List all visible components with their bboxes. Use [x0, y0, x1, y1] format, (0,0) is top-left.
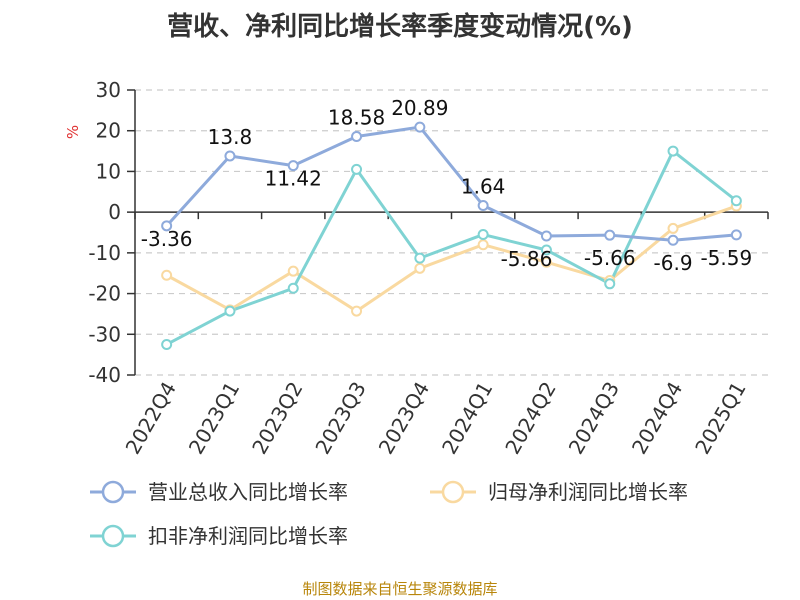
data-label: -5.66 — [584, 246, 636, 270]
data-point — [414, 252, 426, 264]
series-line — [165, 149, 738, 346]
data-label: 18.58 — [328, 105, 385, 129]
data-point — [351, 305, 363, 317]
legend-marker — [441, 480, 465, 504]
series-line — [165, 204, 737, 313]
y-tick-label: 10 — [96, 159, 121, 183]
data-point — [667, 222, 679, 234]
legend-item: 扣非净利润同比增长率 — [90, 524, 348, 548]
y-tick-label: -10 — [88, 241, 121, 265]
data-point — [604, 278, 616, 290]
data-point — [540, 256, 552, 268]
chart-title: 营收、净利同比增长率季度变动情况(%) — [167, 12, 633, 42]
legend-marker — [101, 480, 125, 504]
data-label: 20.89 — [391, 96, 448, 120]
series-lines — [161, 121, 742, 350]
x-tick-label: 2024Q2 — [500, 378, 560, 459]
legend-marker — [101, 524, 125, 548]
legend-label: 扣非净利润同比增长率 — [148, 524, 348, 548]
data-point — [287, 265, 299, 277]
data-point — [540, 244, 552, 256]
data-point — [667, 145, 679, 157]
data-point — [161, 269, 173, 281]
data-point — [540, 230, 552, 242]
data-point — [477, 239, 489, 251]
data-point — [224, 305, 236, 317]
legend-item: 营业总收入同比增长率 — [90, 480, 348, 504]
data-point — [287, 282, 299, 294]
y-tick-label: -30 — [88, 322, 121, 346]
y-tick-label: -40 — [88, 363, 121, 387]
data-point — [351, 163, 363, 175]
x-tick-label: 2023Q1 — [184, 378, 244, 459]
data-label: -3.36 — [141, 227, 193, 251]
data-label: 13.8 — [208, 125, 253, 149]
data-point — [161, 338, 173, 350]
data-labels: -3.36 13.8 11.42 18.58 20.89 1.64 -5.86 -5.66 -6… — [141, 96, 752, 275]
y-axis-label: % — [64, 125, 82, 139]
x-tick-label: 2023Q3 — [310, 378, 370, 459]
x-tick-label: 2025Q1 — [690, 378, 750, 459]
data-point — [287, 160, 299, 172]
x-tick-label: 2024Q3 — [564, 378, 624, 459]
x-tick-label: 2023Q2 — [247, 378, 307, 459]
data-point — [477, 229, 489, 241]
data-label: -5.86 — [501, 247, 553, 271]
data-label: -6.9 — [654, 251, 693, 275]
data-point — [414, 262, 426, 274]
data-point — [414, 121, 426, 133]
legend-item: 归母净利润同比增长率 — [430, 480, 688, 504]
legend-label: 归母净利润同比增长率 — [488, 480, 688, 504]
y-tick-label: 30 — [96, 78, 121, 102]
series-line — [165, 125, 737, 242]
data-point — [730, 195, 742, 207]
data-point — [730, 229, 742, 241]
legend-label: 营业总收入同比增长率 — [148, 480, 348, 504]
data-point — [161, 220, 173, 232]
data-point — [351, 130, 363, 142]
x-tick-label: 2024Q1 — [437, 378, 497, 459]
data-point — [667, 234, 679, 246]
y-tick-label: 20 — [96, 119, 121, 143]
data-label: -5.59 — [700, 246, 752, 270]
y-tick-label: -20 — [88, 282, 121, 306]
x-tick-label: 2024Q4 — [627, 378, 687, 459]
data-label: 11.42 — [265, 167, 322, 191]
data-point — [224, 150, 236, 162]
data-point — [477, 199, 489, 211]
source-note: 制图数据来自恒生聚源数据库 — [302, 580, 498, 598]
x-tick-label: 2022Q4 — [121, 378, 181, 459]
data-point — [604, 229, 616, 241]
x-tick-label: 2023Q4 — [374, 378, 434, 459]
data-label: 1.64 — [461, 174, 506, 198]
y-tick-label: 0 — [108, 200, 121, 224]
